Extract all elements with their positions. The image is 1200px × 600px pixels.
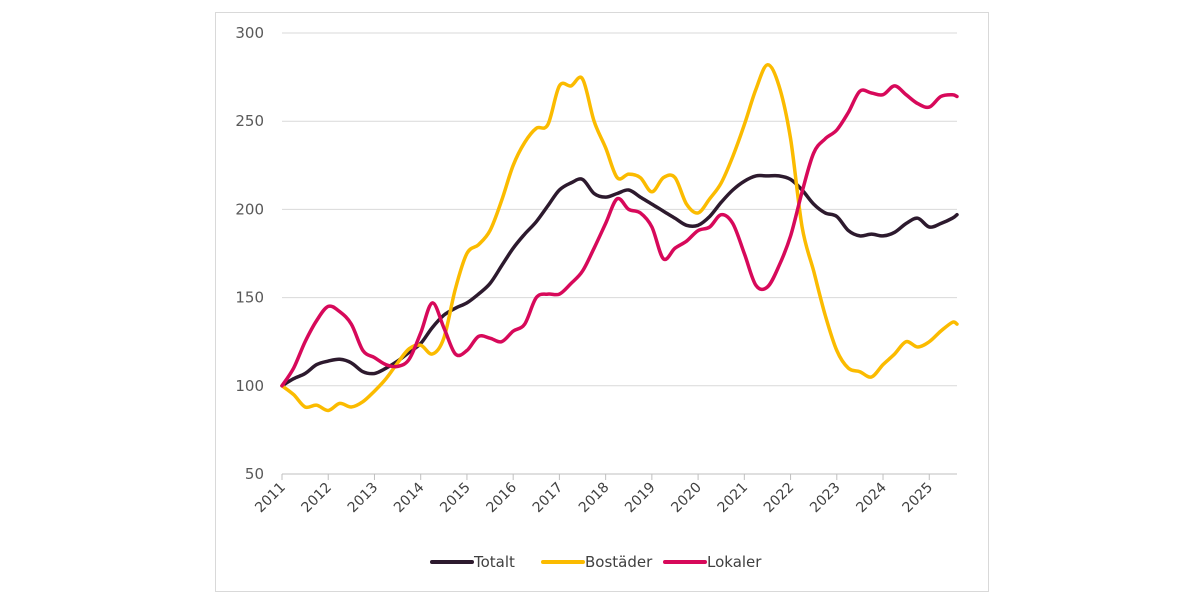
series-line-bostäder [280, 63, 959, 413]
legend-label-totalt: Totalt [473, 553, 515, 571]
x-tick-label: 2022 [761, 480, 798, 517]
y-tick-label: 100 [235, 377, 264, 395]
y-tick-label: 300 [235, 24, 264, 42]
x-tick-label: 2021 [715, 480, 752, 517]
x-tick-label: 2015 [437, 480, 474, 517]
x-tick-label: 2016 [483, 479, 520, 516]
y-tick-label: 150 [235, 289, 264, 307]
x-tick-label: 2012 [299, 480, 336, 517]
x-tick-label: 2019 [622, 480, 659, 517]
x-axis-ticks: 2011 2012 2013 2014 2015 2016 2017 2018 2019 2020… [252, 474, 936, 516]
x-tick-label: 2018 [576, 480, 613, 517]
chart-frame: 50 100 150 200 250 300 2011 2012 2013 2014 2015 20… [215, 12, 989, 592]
y-tick-label: 200 [235, 200, 264, 218]
x-tick-label: 2013 [345, 480, 382, 517]
legend: Totalt Bostäder Lokaler [430, 553, 762, 571]
y-tick-label: 50 [245, 465, 264, 483]
gridlines [282, 32, 957, 387]
x-tick-label: 2024 [853, 479, 890, 516]
x-tick-label: 2017 [530, 480, 567, 517]
x-tick-label: 2023 [807, 480, 844, 517]
series-line-totalt [280, 173, 959, 388]
y-axis-ticks: 50 100 150 200 250 300 [235, 24, 264, 483]
x-tick-label: 2020 [668, 480, 705, 517]
x-tick-label: 2025 [900, 480, 937, 517]
legend-label-lokaler: Lokaler [707, 553, 762, 571]
y-tick-label: 250 [235, 112, 264, 130]
x-tick-label: 2014 [391, 479, 428, 516]
legend-label-bostäder: Bostäder [585, 553, 653, 571]
series-line-lokaler [280, 84, 959, 388]
series-lines [280, 63, 959, 413]
x-tick-label: 2011 [252, 480, 289, 517]
